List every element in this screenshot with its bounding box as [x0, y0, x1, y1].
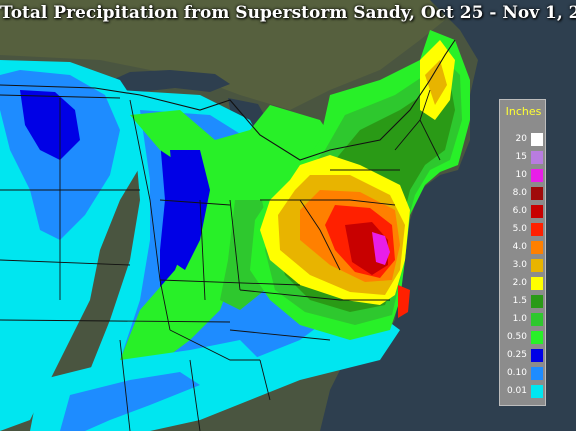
legend-swatch — [531, 241, 543, 254]
precip-legend: Inches 20 15 10 8.0 6.0 5.0 4.0 3.0 2.0 1.5 1.0 0.5… — [499, 99, 546, 406]
legend-swatch — [531, 277, 543, 290]
legend-label: 1.5 — [512, 296, 527, 306]
legend-swatch — [531, 367, 543, 380]
legend-label: 0.01 — [506, 386, 527, 396]
legend-label: 1.0 — [512, 314, 527, 324]
legend-swatch — [531, 259, 543, 272]
precip-10-east — [372, 232, 390, 265]
legend-label: 2.0 — [512, 278, 527, 288]
legend-label: 15 — [515, 152, 527, 162]
precip-0.10-south — [60, 372, 200, 431]
legend-swatch — [531, 223, 543, 236]
legend-label: 10 — [515, 170, 527, 180]
legend-swatch — [531, 385, 543, 398]
state-borders — [0, 89, 441, 431]
us-canada-border — [0, 39, 456, 161]
legend-swatch — [531, 187, 543, 200]
legend-swatch — [531, 151, 543, 164]
precip-0.25-inner — [170, 150, 210, 270]
legend-swatch — [531, 133, 543, 146]
precip-0.25-west — [20, 90, 80, 160]
map-title: Total Precipitation from Superstorm Sand… — [0, 3, 576, 23]
legend-label: 4.0 — [512, 242, 527, 252]
legend-swatch — [531, 205, 543, 218]
legend-label: 6.0 — [512, 206, 527, 216]
legend-swatch — [531, 313, 543, 326]
legend-swatch — [531, 331, 543, 344]
precip-0.50-central — [120, 105, 340, 370]
legend-label: 20 — [515, 134, 527, 144]
legend-swatch — [531, 295, 543, 308]
legend-label: 0.10 — [506, 368, 527, 378]
precip-5.0-coast — [398, 285, 410, 318]
legend-swatch — [531, 349, 543, 362]
legend-label: 5.0 — [512, 224, 527, 234]
canada-region — [0, 0, 445, 110]
legend-label: 8.0 — [512, 188, 527, 198]
legend-swatch — [531, 169, 543, 182]
legend-title: Inches — [505, 105, 542, 118]
legend-label: 0.50 — [506, 332, 527, 342]
legend-label: 3.0 — [512, 260, 527, 270]
legend-label: 0.25 — [506, 350, 527, 360]
